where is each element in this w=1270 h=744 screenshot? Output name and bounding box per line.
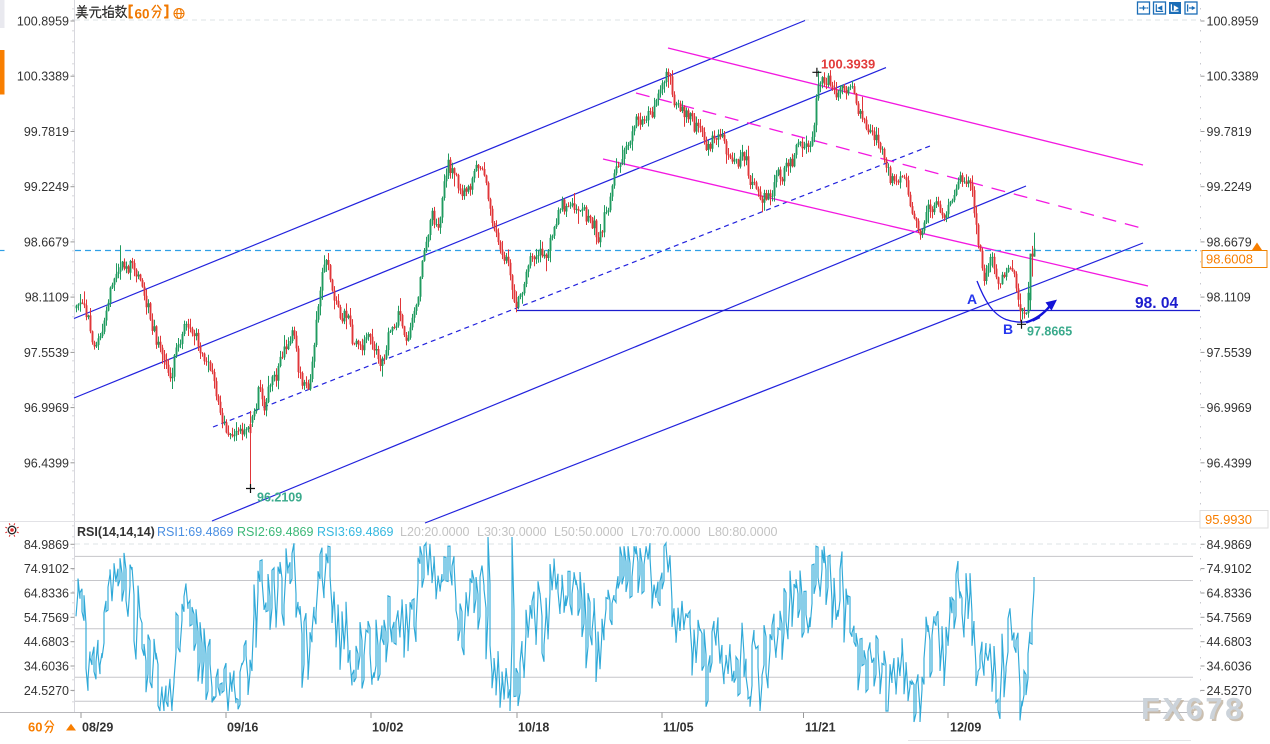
svg-text:98.6679: 98.6679 [24, 235, 69, 249]
svg-text:98. 04: 98. 04 [1135, 295, 1178, 312]
svg-text:34.6036: 34.6036 [24, 660, 69, 674]
svg-text:96.9969: 96.9969 [24, 401, 69, 415]
svg-text:34.6036: 34.6036 [1207, 660, 1252, 674]
svg-text:L20:20.0000: L20:20.0000 [400, 525, 470, 539]
svg-text:L70:70.0000: L70:70.0000 [631, 525, 701, 539]
svg-text:98.1109: 98.1109 [25, 291, 69, 305]
svg-text:44.6803: 44.6803 [24, 635, 69, 649]
svg-text:54.7569: 54.7569 [24, 611, 69, 625]
svg-text:74.9102: 74.9102 [1207, 562, 1252, 576]
svg-text:10/18: 10/18 [518, 721, 549, 735]
svg-text:100.8959: 100.8959 [1207, 15, 1259, 29]
svg-text:RSI(14,14,14): RSI(14,14,14) [77, 525, 155, 539]
svg-text:100.3939: 100.3939 [821, 57, 875, 72]
svg-text:84.9869: 84.9869 [24, 538, 69, 552]
svg-text:99.2249: 99.2249 [24, 180, 69, 194]
svg-text:96.4399: 96.4399 [24, 456, 69, 470]
svg-text:97.5539: 97.5539 [1207, 346, 1252, 360]
svg-text:97.8665: 97.8665 [1027, 325, 1072, 339]
svg-text:99.7819: 99.7819 [24, 125, 69, 139]
svg-text:RSI1:69.4869: RSI1:69.4869 [157, 525, 233, 539]
svg-text:99.2249: 99.2249 [1207, 180, 1252, 194]
svg-text:11/21: 11/21 [805, 721, 836, 735]
svg-text:96.9969: 96.9969 [1207, 401, 1252, 415]
svg-text:08/29: 08/29 [82, 721, 113, 735]
svg-text:95.9930: 95.9930 [1205, 512, 1252, 527]
svg-text:L80:80.0000: L80:80.0000 [708, 525, 778, 539]
svg-text:84.9869: 84.9869 [1207, 538, 1252, 552]
svg-text:97.5539: 97.5539 [24, 346, 69, 360]
svg-text:100.8959: 100.8959 [17, 15, 69, 29]
svg-text:60: 60 [28, 720, 42, 735]
svg-text:44.6803: 44.6803 [1207, 635, 1252, 649]
svg-text:64.8336: 64.8336 [24, 587, 69, 601]
svg-text:98.6679: 98.6679 [1207, 235, 1252, 249]
svg-text:11/05: 11/05 [663, 721, 694, 735]
svg-text:54.7569: 54.7569 [1207, 611, 1252, 625]
svg-text:98.1109: 98.1109 [1207, 291, 1251, 305]
svg-text:96.2109: 96.2109 [257, 491, 302, 505]
svg-text:98.6008: 98.6008 [1206, 252, 1253, 267]
svg-text:24.5270: 24.5270 [24, 684, 69, 698]
svg-text:RSI3:69.4869: RSI3:69.4869 [317, 525, 393, 539]
svg-text:L50:50.0000: L50:50.0000 [554, 525, 624, 539]
svg-text:FX678: FX678 [1141, 691, 1245, 726]
svg-text:B: B [1003, 321, 1013, 337]
svg-text:24.5270: 24.5270 [1207, 684, 1252, 698]
svg-text:74.9102: 74.9102 [24, 562, 69, 576]
svg-text:12/09: 12/09 [950, 721, 981, 735]
svg-text:100.3389: 100.3389 [1207, 70, 1259, 84]
svg-text:10/02: 10/02 [372, 721, 403, 735]
svg-text:RSI2:69.4869: RSI2:69.4869 [237, 525, 313, 539]
svg-text:A: A [967, 291, 977, 307]
svg-text:60: 60 [135, 6, 150, 21]
svg-text:100.3389: 100.3389 [17, 70, 69, 84]
svg-text:99.7819: 99.7819 [1207, 125, 1252, 139]
svg-text:64.8336: 64.8336 [1207, 587, 1252, 601]
svg-text:96.4399: 96.4399 [1207, 456, 1252, 470]
svg-text:09/16: 09/16 [227, 721, 258, 735]
svg-text:L30:30.0000: L30:30.0000 [477, 525, 547, 539]
svg-text:FX678: FX678 [1143, 693, 1247, 728]
